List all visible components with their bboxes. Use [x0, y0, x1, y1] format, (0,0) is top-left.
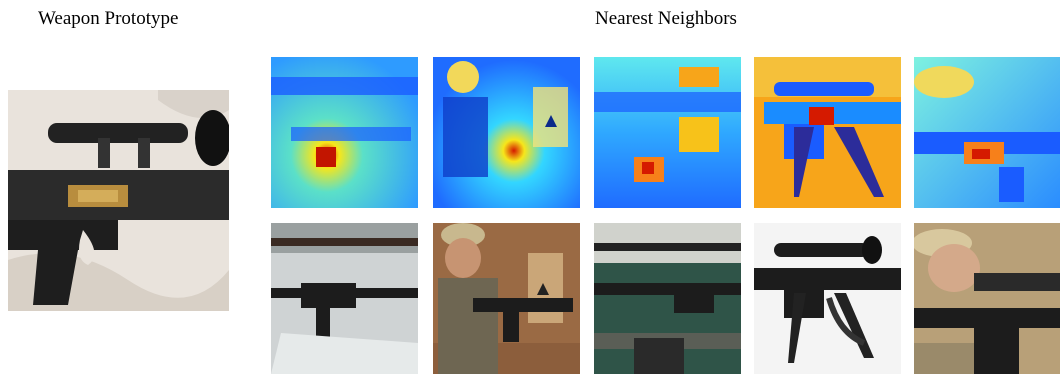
- prototype-title: Weapon Prototype: [38, 8, 179, 29]
- neighbor-photo-1: [271, 223, 418, 374]
- neighbors-title: Nearest Neighbors: [595, 8, 737, 29]
- neighbor-photo-4: [754, 223, 901, 374]
- neighbor-heatmap-3: [594, 57, 741, 208]
- neighbor-photo-2: [433, 223, 580, 374]
- neighbor-heatmap-1: [271, 57, 418, 208]
- neighbor-heatmap-4: [754, 57, 901, 208]
- neighbor-photo-3: [594, 223, 741, 374]
- neighbor-heatmap-5: [914, 57, 1060, 208]
- neighbor-photo-5: [914, 223, 1060, 374]
- prototype-image: [8, 90, 229, 311]
- neighbor-heatmap-2: [433, 57, 580, 208]
